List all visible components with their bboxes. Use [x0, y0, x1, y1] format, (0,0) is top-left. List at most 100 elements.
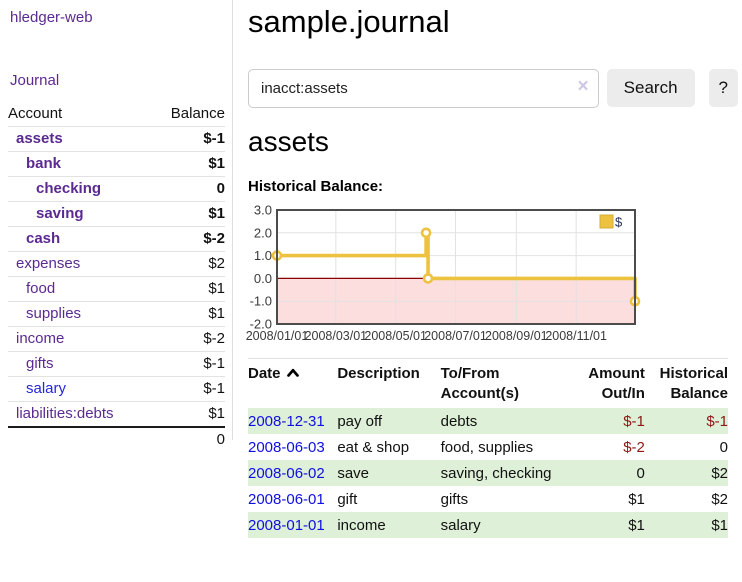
chart-legend: $: [599, 214, 623, 230]
register-col-date[interactable]: Date: [248, 359, 337, 409]
transaction-date-link[interactable]: 2008-06-02: [248, 465, 325, 482]
account-link-checking[interactable]: checking: [36, 180, 102, 197]
transaction-balance: $2: [711, 491, 728, 508]
account-row: gifts $-1: [8, 351, 225, 377]
search-button[interactable]: Search: [606, 69, 695, 107]
account-link-supplies[interactable]: supplies: [26, 305, 82, 322]
svg-text:2008/05/01: 2008/05/01: [364, 329, 427, 343]
register-col-label: Account(s): [440, 385, 519, 402]
transaction-description: pay off: [337, 413, 383, 430]
account-row: salary $-1: [8, 376, 225, 402]
account-balance: 0: [151, 176, 225, 202]
transaction-description: save: [337, 465, 370, 482]
register-col-amt: Amount Out/In: [574, 359, 645, 409]
transaction-balance: $2: [711, 465, 728, 482]
transaction-date-link[interactable]: 2008-01-01: [248, 517, 325, 534]
account-balance: $-2: [151, 326, 225, 352]
account-balance: $2: [151, 251, 225, 277]
transaction-balance: $-1: [706, 413, 728, 430]
help-button[interactable]: ?: [708, 69, 738, 107]
account-cell: checking: [8, 176, 152, 202]
transaction-row: 2008-06-02 save saving, checking 0 $2: [248, 460, 728, 486]
account-link-liabilities-debts[interactable]: liabilities:debts: [16, 405, 114, 422]
account-balance: $1: [151, 276, 225, 302]
account-cell: gifts: [8, 351, 152, 377]
account-row: income $-2: [8, 326, 225, 352]
clear-search-icon[interactable]: ×: [577, 75, 589, 97]
main-content: sample.journal × Search ? assets Histori…: [246, 0, 738, 538]
svg-text:2008/11/01: 2008/11/01: [545, 329, 607, 343]
register-col-label: Historical: [659, 365, 728, 382]
transaction-row: 2008-06-01 gift gifts $1 $2: [248, 486, 728, 512]
svg-text:$: $: [615, 215, 623, 230]
account-row: checking 0: [8, 176, 225, 202]
account-link-assets[interactable]: assets: [16, 130, 63, 147]
register-col-label: Balance: [670, 385, 728, 402]
register-header-row: Date Description To/From Account(s) Amount Ou…: [248, 359, 728, 409]
page-title: sample.journal: [248, 4, 450, 39]
transaction-date-link[interactable]: 2008-06-03: [248, 439, 325, 456]
account-cell: salary: [8, 376, 152, 402]
account-link-income[interactable]: income: [16, 330, 65, 347]
account-row: saving $1: [8, 201, 225, 227]
transaction-amount: $-2: [623, 439, 645, 456]
accounts-total-row: 0: [8, 426, 225, 452]
svg-text:3.0: 3.0: [254, 203, 272, 218]
account-cell: saving: [8, 201, 152, 227]
register-col-bal: Historical Balance: [645, 359, 728, 409]
transaction-amount: $1: [628, 517, 645, 534]
app-title-link[interactable]: hledger-web: [10, 9, 93, 26]
account-cell: liabilities:debts: [8, 401, 152, 428]
account-link-expenses[interactable]: expenses: [16, 255, 81, 272]
register-col-label: Out/In: [601, 385, 645, 402]
register-col-label: Date: [248, 365, 281, 382]
svg-text:1.0: 1.0: [254, 248, 272, 263]
account-balance: $-1: [151, 126, 225, 152]
account-link-cash[interactable]: cash: [26, 230, 61, 247]
account-cell: supplies: [8, 301, 152, 327]
account-cell: assets: [8, 126, 152, 152]
sidebar-item-journal[interactable]: Journal: [10, 72, 60, 89]
transaction-accounts: food, supplies: [440, 439, 534, 456]
account-row: liabilities:debts $1: [8, 401, 225, 428]
account-row: cash $-2: [8, 226, 225, 252]
sidebar: hledger-web Journal Account Balance asse…: [0, 0, 233, 452]
transaction-balance: 0: [719, 439, 728, 456]
transaction-date-cell: 2008-12-31: [248, 408, 337, 434]
transaction-description: gift: [337, 491, 358, 508]
transaction-row: 2008-01-01 income salary $1 $1: [248, 512, 728, 538]
transaction-date-link[interactable]: 2008-06-01: [248, 491, 325, 508]
register-col-label: Amount: [588, 365, 645, 382]
account-row: bank $1: [8, 151, 225, 177]
account-link-food[interactable]: food: [26, 280, 56, 297]
account-balance: $1: [151, 201, 225, 227]
transaction-description: eat & shop: [337, 439, 410, 456]
transaction-date-cell: 2008-06-03: [248, 434, 337, 460]
search-form: × Search ?: [248, 68, 738, 108]
account-link-saving[interactable]: saving: [36, 205, 84, 222]
chart-title: Historical Balance:: [248, 178, 384, 195]
account-link-salary[interactable]: salary: [26, 380, 67, 397]
account-balance: $-1: [151, 376, 225, 402]
account-cell: bank: [8, 151, 152, 177]
account-cell: income: [8, 326, 152, 352]
transaction-row: 2008-12-31 pay off debts $-1 $-1: [248, 408, 728, 434]
transaction-accounts: saving, checking: [440, 465, 552, 482]
accounts-col-account: Account: [8, 102, 152, 127]
account-heading: assets: [248, 126, 329, 157]
accounts-total-spacer: [8, 426, 152, 452]
register-table: Date Description To/From Account(s) Amount Ou…: [248, 358, 728, 538]
sort-asc-icon: [286, 368, 299, 377]
transaction-date-link[interactable]: 2008-12-31: [248, 413, 325, 430]
transaction-date-cell: 2008-01-01: [248, 512, 337, 538]
svg-text:2.0: 2.0: [254, 225, 272, 240]
account-cell: cash: [8, 226, 152, 252]
accounts-total-value: 0: [151, 426, 225, 452]
historical-balance-chart[interactable]: 3.0 2.0 1.0 0.0 -1.0 -2.0 2008/01/01 2008/03/01…: [246, 202, 734, 348]
account-link-gifts[interactable]: gifts: [26, 355, 54, 372]
account-link-bank[interactable]: bank: [26, 155, 62, 172]
search-input[interactable]: [248, 68, 599, 108]
transaction-row: 2008-06-03 eat & shop food, supplies $-2 0: [248, 434, 728, 460]
account-row: assets $-1: [8, 126, 225, 152]
account-cell: expenses: [8, 251, 152, 277]
